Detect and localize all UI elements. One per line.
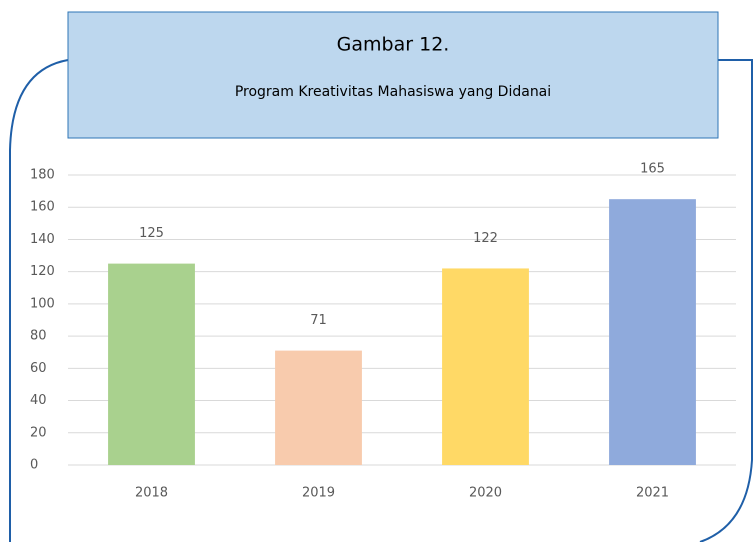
y-tick-label: 20	[30, 425, 47, 440]
frame-right	[699, 59, 753, 542]
x-tick-label: 2019	[302, 486, 335, 501]
y-tick-label: 60	[30, 361, 47, 376]
bar	[275, 350, 362, 465]
y-tick-label: 0	[30, 458, 38, 473]
frame-left	[9, 59, 69, 542]
chart-subtitle: Program Kreativitas Mahasiswa yang Didan…	[235, 84, 551, 100]
x-tick-label: 2021	[636, 486, 669, 501]
value-label: 71	[310, 313, 327, 328]
value-label: 122	[473, 231, 498, 246]
bar	[442, 268, 529, 465]
x-tick-label: 2020	[469, 486, 502, 501]
bar	[609, 199, 696, 465]
value-label: 165	[640, 162, 665, 177]
y-tick-label: 120	[30, 264, 55, 279]
chart-title: Gambar 12.	[337, 34, 450, 56]
y-tick-label: 180	[30, 168, 55, 183]
y-tick-label: 40	[30, 393, 47, 408]
y-tick-label: 100	[30, 296, 55, 311]
x-tick-label: 2018	[135, 486, 168, 501]
y-tick-label: 80	[30, 329, 47, 344]
y-tick-label: 160	[30, 200, 55, 215]
bar	[108, 263, 195, 465]
y-tick-label: 140	[30, 232, 55, 247]
title-box	[67, 11, 719, 139]
value-label: 125	[139, 226, 164, 241]
